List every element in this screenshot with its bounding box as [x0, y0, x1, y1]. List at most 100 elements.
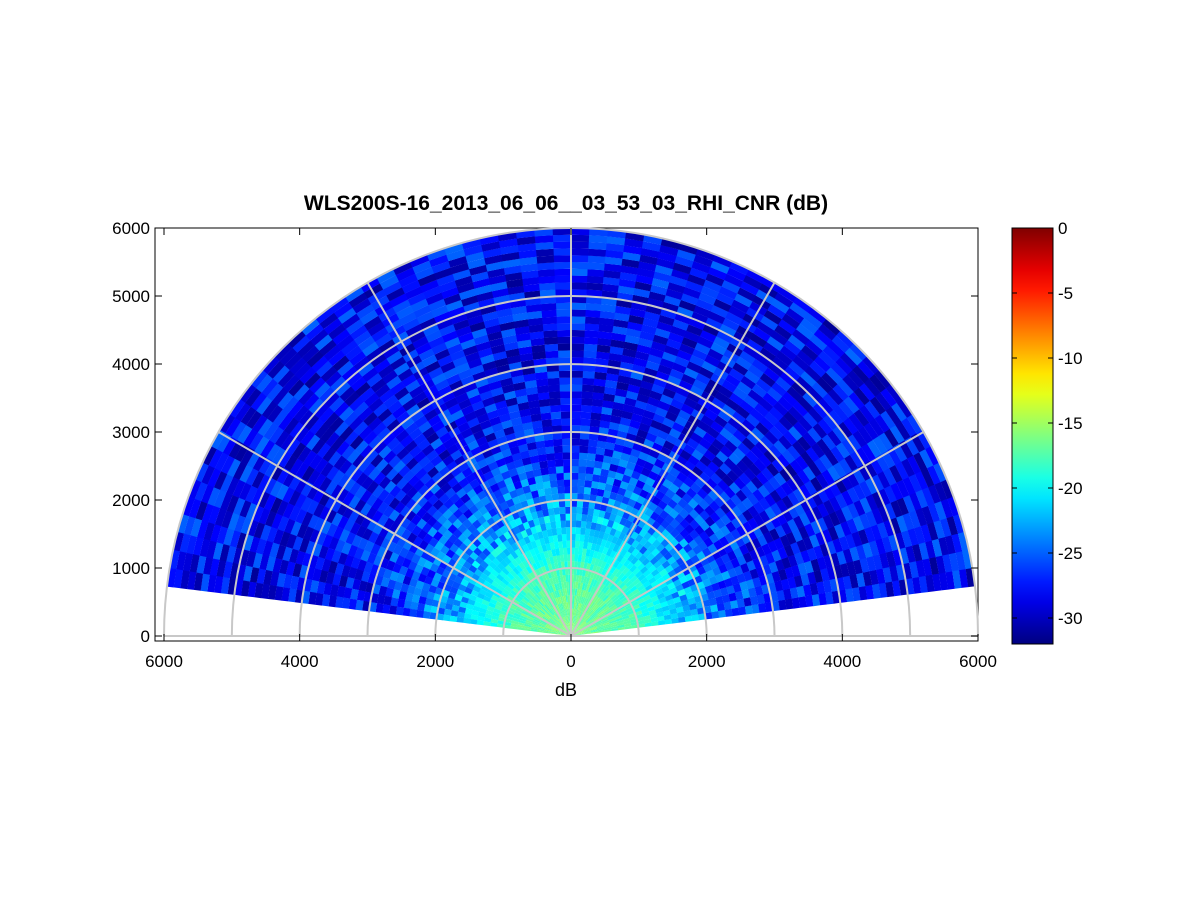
data-cell	[622, 577, 631, 585]
data-cell	[481, 360, 497, 372]
data-cell	[373, 440, 387, 455]
data-cell	[537, 454, 548, 463]
data-cell	[736, 459, 749, 473]
data-cell	[638, 473, 649, 484]
x-tick-label: 6000	[145, 652, 183, 671]
data-cell	[645, 561, 654, 570]
data-cell	[836, 550, 847, 565]
data-cell	[613, 610, 621, 616]
data-cell	[637, 562, 646, 571]
data-cell	[520, 263, 538, 273]
data-cell	[437, 385, 453, 398]
data-cell	[570, 309, 586, 317]
data-cell	[541, 529, 549, 538]
data-cell	[462, 528, 472, 539]
data-cell	[435, 566, 445, 576]
data-cell	[319, 506, 331, 521]
data-cell	[723, 486, 736, 499]
data-cell	[902, 494, 916, 513]
data-cell	[787, 518, 799, 532]
data-cell	[518, 346, 533, 356]
data-cell	[398, 590, 407, 601]
data-cell	[647, 605, 656, 612]
data-cell	[470, 271, 489, 283]
data-cell	[455, 325, 472, 338]
data-cell	[220, 577, 230, 594]
data-cell	[579, 620, 585, 626]
data-cell	[570, 438, 580, 446]
data-cell	[260, 440, 275, 458]
data-cell	[583, 627, 590, 631]
data-cell	[555, 548, 560, 556]
data-cell	[344, 391, 360, 407]
data-cell	[590, 629, 598, 632]
data-cell	[380, 537, 391, 550]
data-cell	[594, 453, 604, 463]
data-cell	[642, 569, 652, 578]
x-axis-label: dB	[555, 680, 577, 700]
radial-spoke	[366, 282, 572, 637]
data-cell	[510, 474, 521, 484]
data-cell	[554, 459, 564, 467]
data-cell	[623, 620, 631, 625]
data-cell	[927, 484, 941, 504]
data-cell	[841, 505, 853, 522]
data-cell	[663, 504, 674, 515]
data-cell	[703, 494, 715, 506]
data-cell	[225, 417, 241, 438]
data-cell	[421, 500, 433, 512]
data-cell	[626, 607, 634, 613]
data-cell	[809, 334, 828, 351]
data-cell	[332, 526, 344, 540]
data-cell	[596, 622, 603, 627]
data-cell	[746, 338, 764, 354]
data-cell	[270, 497, 283, 514]
data-cell	[239, 465, 253, 484]
data-cell	[548, 384, 560, 393]
data-cell	[662, 478, 673, 489]
data-cell	[402, 469, 416, 483]
data-cell	[570, 479, 579, 487]
data-cell	[901, 530, 913, 548]
data-cell	[430, 578, 440, 588]
data-cell	[575, 520, 582, 528]
data-cell	[414, 267, 434, 281]
data-cell	[602, 532, 610, 541]
data-cell	[818, 350, 836, 368]
data-cell	[648, 448, 661, 459]
data-cell	[570, 302, 586, 310]
data-cell	[754, 585, 764, 596]
data-cell	[688, 508, 700, 520]
data-cell	[753, 458, 767, 472]
data-cell	[542, 323, 558, 332]
data-cell	[725, 311, 743, 326]
data-cell	[597, 600, 605, 607]
data-cell	[800, 573, 810, 586]
data-cell	[615, 617, 623, 622]
data-cell	[612, 568, 620, 576]
data-cell	[347, 544, 358, 558]
data-cell	[622, 251, 641, 262]
data-cell	[632, 578, 641, 586]
data-cell	[784, 463, 798, 478]
data-cell	[816, 517, 828, 532]
data-cell	[301, 465, 315, 482]
data-cell	[402, 398, 417, 412]
data-cell	[583, 534, 590, 543]
data-cell	[590, 626, 597, 630]
data-cell	[667, 282, 686, 294]
data-cell	[629, 419, 641, 430]
data-cell	[797, 436, 812, 452]
data-cell	[282, 374, 300, 393]
data-cell	[827, 465, 841, 482]
data-cell	[624, 519, 633, 529]
data-cell	[595, 621, 603, 626]
data-cell	[619, 480, 629, 490]
data-cell	[676, 306, 694, 319]
data-cell	[584, 323, 600, 332]
x-tick-label: 2000	[416, 652, 454, 671]
data-cell	[315, 307, 334, 324]
data-cell	[461, 467, 473, 478]
data-cell	[308, 454, 323, 470]
data-cell	[287, 400, 304, 418]
